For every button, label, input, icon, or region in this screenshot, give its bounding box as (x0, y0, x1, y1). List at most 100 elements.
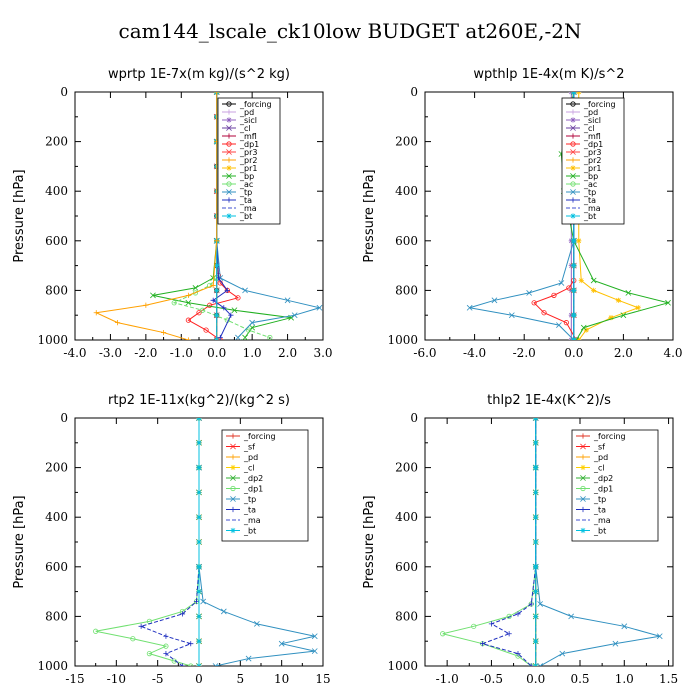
legend-marker (230, 475, 236, 481)
data-point (214, 337, 220, 340)
legend-marker (580, 485, 586, 492)
legend-marker (580, 464, 586, 471)
y-tick-label: 600 (45, 234, 68, 248)
data-point (179, 663, 186, 666)
y-tick-label: 200 (45, 461, 68, 475)
y-tick-label: 800 (395, 609, 418, 623)
x-tick-label: 0.0 (207, 346, 226, 360)
y-tick-label: 1000 (387, 333, 418, 347)
y-tick-label: 400 (395, 184, 418, 198)
data-point (214, 92, 220, 95)
legend-label: _bp (239, 172, 254, 181)
legend-marker (226, 109, 232, 115)
y-tick-label: 0 (410, 85, 418, 99)
legend-label: _ac (583, 180, 597, 189)
x-tick-label: -2.0 (134, 346, 157, 360)
y-axis-label: Pressure [hPa] (12, 169, 27, 262)
data-point (578, 277, 584, 284)
data-point (196, 489, 202, 495)
legend-label: _pd (239, 108, 254, 117)
legend-marker (580, 527, 586, 534)
data-point (559, 650, 566, 657)
legend-label: _cl (593, 464, 605, 473)
legend-marker (226, 117, 232, 123)
data-point (214, 287, 220, 293)
data-point (196, 514, 202, 520)
legend-marker (570, 117, 576, 123)
x-tick-label: 10 (274, 672, 289, 686)
legend-label: _tp (583, 188, 596, 197)
data-point (541, 310, 547, 316)
legend-label: _tp (243, 495, 256, 504)
data-point (143, 302, 149, 308)
legend-label: _pr2 (239, 156, 257, 165)
legend-label: _tp (593, 495, 606, 504)
data-point (491, 297, 498, 304)
data-point (571, 287, 577, 293)
data-point (224, 287, 230, 293)
legend-label: _tp (239, 188, 252, 197)
legend-label: _forcing (243, 432, 276, 441)
x-tick-label: 0.5 (570, 672, 589, 686)
legend-marker (230, 506, 236, 513)
series-line (442, 418, 537, 666)
data-point (533, 514, 539, 520)
x-tick-label: -15 (65, 672, 84, 686)
data-point (571, 312, 577, 318)
x-tick-label: 1.0 (243, 346, 262, 360)
data-point (508, 312, 515, 319)
data-point (528, 663, 534, 666)
series-bt (533, 418, 539, 666)
y-tick-label: 0 (60, 411, 68, 425)
data-point (196, 440, 202, 446)
legend: _forcing_pd_sicl_cl_mfl_dp1_pr3_pr2_pr1_… (561, 97, 625, 225)
legend-label: _pr1 (583, 164, 601, 173)
data-point (214, 312, 220, 318)
legend: _forcing _sf_pd _cl_dp2 _dp1_tp _ta_ma _bt (571, 429, 659, 542)
data-point (466, 304, 473, 311)
data-point (196, 613, 202, 619)
x-tick-label: -1.0 (436, 672, 459, 686)
chart-panel-4: thlp2 1E-4x(K^2)/s Pressure [hPa] -1.0 -0.5… (362, 393, 678, 686)
x-tick-label: -4.0 (63, 346, 86, 360)
data-point (558, 280, 565, 286)
legend-marker (570, 213, 576, 219)
data-point (533, 440, 539, 446)
data-point (515, 611, 521, 617)
legend-label: _dp1 (243, 485, 263, 494)
data-point (146, 650, 152, 657)
data-point (235, 295, 241, 301)
data-point (311, 633, 318, 640)
legend-marker (226, 189, 232, 195)
legend-label: _forcing (583, 100, 616, 109)
data-point (488, 621, 495, 627)
y-tick-label: 400 (45, 184, 68, 198)
x-tick-label: -2.0 (513, 346, 536, 360)
x-tick-label: -10 (107, 672, 126, 686)
data-point (533, 638, 539, 644)
plot-area (93, 418, 318, 666)
x-tick-label: 2.0 (278, 346, 297, 360)
y-tick-label: 200 (395, 461, 418, 475)
x-tick-label: 0 (195, 672, 203, 686)
x-tick-label: -3.0 (99, 346, 122, 360)
data-point (608, 315, 614, 321)
legend-label: _sicl (239, 116, 257, 125)
data-point (185, 299, 192, 306)
data-point (612, 640, 619, 647)
y-tick-label: 400 (395, 510, 418, 524)
x-tick-label: 0.0 (564, 346, 583, 360)
panel-title: wprtp 1E-7x(m kg)/(s^2 kg) (108, 67, 290, 82)
data-point (200, 598, 207, 605)
legend-marker (226, 141, 232, 147)
legend-marker (570, 165, 576, 171)
data-point (533, 418, 539, 421)
y-axis-label: Pressure [hPa] (362, 495, 377, 588)
figure-title: cam144_lscale_ck10low BUDGET at260E,-2N (119, 19, 582, 43)
legend-marker (226, 173, 232, 179)
data-point (656, 633, 663, 640)
legend-marker (230, 527, 236, 534)
legend-marker (570, 125, 576, 131)
legend-marker (226, 149, 232, 155)
data-point (506, 613, 512, 620)
